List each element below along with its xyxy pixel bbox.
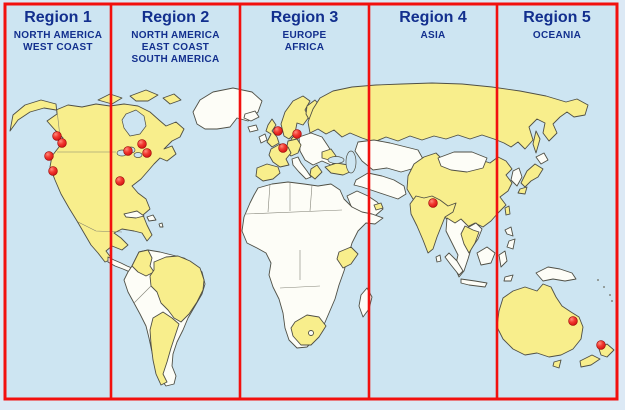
location-markers	[44, 126, 606, 350]
timor	[503, 274, 514, 282]
oceania-group	[444, 246, 615, 369]
sri-lanka	[435, 254, 442, 263]
africa-landmass	[241, 181, 384, 349]
greece	[309, 164, 323, 180]
location-marker	[292, 129, 302, 139]
africa-group	[241, 181, 384, 349]
location-marker	[278, 143, 288, 153]
uae	[373, 202, 384, 211]
south-africa	[290, 314, 327, 346]
caspian-sea	[345, 150, 357, 174]
pacific-island	[611, 300, 613, 302]
arctic-island	[162, 93, 182, 105]
tasmania	[552, 359, 562, 369]
new-zealand-south	[579, 354, 601, 368]
colombia	[131, 249, 155, 277]
argentina	[149, 311, 180, 386]
region-dividers	[109, 4, 499, 399]
brazil	[149, 255, 205, 323]
japan-kyushu	[517, 186, 528, 195]
thailand-vietnam	[460, 225, 480, 254]
africa-border	[279, 285, 321, 289]
africa-border	[309, 184, 313, 212]
sumatra	[444, 252, 464, 276]
india	[409, 195, 457, 254]
lesotho	[308, 330, 314, 336]
asia-group	[307, 82, 589, 278]
arctic-island	[129, 89, 159, 102]
location-marker	[48, 166, 58, 176]
location-marker	[123, 146, 133, 156]
location-marker	[44, 151, 54, 161]
hokkaido	[535, 152, 549, 165]
japan-honshu	[520, 163, 544, 188]
borneo	[476, 246, 496, 266]
philippines	[506, 238, 516, 250]
java	[460, 278, 488, 288]
location-marker	[142, 148, 152, 158]
iberia	[255, 163, 281, 182]
black-sea	[327, 156, 345, 164]
russia-landmass	[307, 82, 589, 150]
location-marker	[57, 138, 67, 148]
location-marker	[568, 316, 578, 326]
location-marker	[52, 131, 62, 141]
africa-border	[267, 183, 271, 213]
location-marker	[137, 139, 147, 149]
sakhalin	[532, 130, 541, 154]
iran-afghanistan	[353, 172, 407, 200]
new-guinea	[535, 266, 577, 282]
hispaniola	[146, 214, 157, 222]
australia	[496, 283, 584, 358]
philippines	[504, 226, 514, 237]
kenya	[336, 246, 359, 269]
mongolia	[437, 151, 488, 173]
pacific-island	[597, 279, 599, 281]
iceland	[243, 110, 260, 122]
south-america-group	[123, 249, 206, 387]
greenland-island	[247, 124, 259, 133]
europe-group	[255, 95, 339, 182]
pacific-island	[603, 286, 605, 288]
united-kingdom	[265, 118, 280, 148]
hudson-bay	[121, 109, 147, 137]
ireland	[258, 133, 268, 144]
cuba	[123, 210, 145, 219]
korea	[510, 167, 523, 187]
us-mexico-border	[77, 221, 123, 233]
location-marker	[596, 340, 606, 350]
taiwan	[504, 205, 511, 216]
location-marker	[273, 126, 283, 136]
pacific-island	[609, 294, 611, 296]
africa-border	[245, 209, 343, 215]
caribbean-island	[158, 222, 164, 228]
location-marker	[428, 198, 438, 208]
italy	[291, 156, 312, 180]
great-lake	[133, 152, 143, 158]
map-frame-border	[3, 2, 619, 401]
sulawesi	[498, 250, 508, 268]
peru-border	[133, 285, 152, 304]
location-marker	[115, 176, 125, 186]
